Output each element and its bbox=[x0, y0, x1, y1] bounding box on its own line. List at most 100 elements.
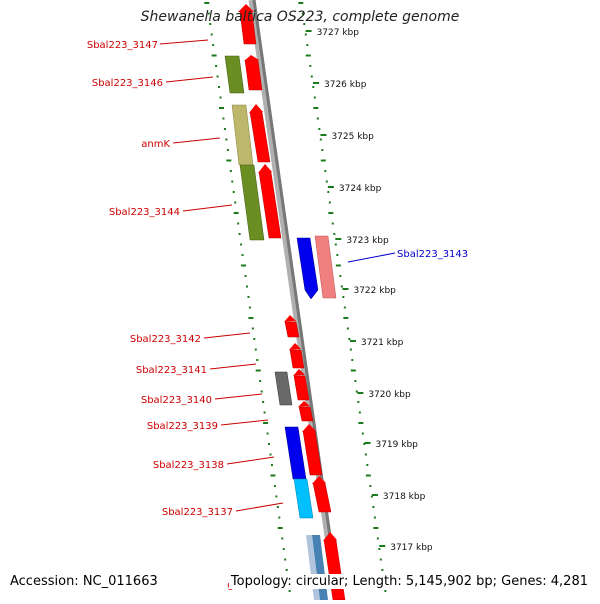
gene-label[interactable]: Sbal223_3137 bbox=[162, 507, 233, 518]
leader-line bbox=[165, 76, 214, 83]
leader-line bbox=[203, 332, 251, 339]
ruler-tick-inner bbox=[259, 380, 262, 382]
scale-major-tick bbox=[327, 186, 334, 188]
scale-major-tick bbox=[379, 545, 386, 547]
scale-label: 3717 kbp bbox=[390, 543, 433, 553]
ruler-tick-inner bbox=[222, 117, 225, 120]
scale-major-tick bbox=[305, 30, 312, 32]
ruler-tick-inner bbox=[263, 422, 269, 424]
gene-arrow-3142[interactable] bbox=[284, 315, 300, 338]
ruler-tick-inner bbox=[260, 390, 263, 393]
ruler-tick-outer bbox=[365, 474, 371, 477]
ruler-tick-inner bbox=[284, 558, 287, 561]
gene-label[interactable]: Sbal223_3142 bbox=[130, 334, 201, 345]
leader-line bbox=[214, 393, 263, 400]
ruler-tick-outer bbox=[334, 243, 337, 246]
ruler-tick-outer bbox=[316, 117, 319, 120]
gene-arrow-3143-blue[interactable] bbox=[296, 237, 319, 300]
gene-label[interactable]: Sbal223_3144 bbox=[109, 207, 180, 218]
gene-arrow-3140[interactable] bbox=[293, 369, 310, 401]
gene-bar-anmK-khaki[interactable] bbox=[231, 104, 254, 166]
ruler-tick-outer bbox=[357, 401, 360, 403]
gene-arrow-anmK[interactable] bbox=[249, 104, 271, 163]
gene-features bbox=[224, 4, 346, 601]
ruler-tick-outer bbox=[350, 369, 356, 372]
gene-bar-3144-olive[interactable] bbox=[239, 164, 265, 241]
label-leader-lines bbox=[159, 39, 396, 585]
ruler-tick-outer bbox=[349, 348, 352, 351]
ruler-tick-inner bbox=[253, 338, 256, 340]
ruler-tick-inner bbox=[285, 569, 288, 571]
ruler-tick-inner bbox=[233, 212, 239, 214]
gene-label[interactable]: Sbal223_3141 bbox=[136, 365, 207, 376]
gene-arrow-3144[interactable] bbox=[258, 164, 282, 239]
ruler-tick-inner bbox=[225, 138, 228, 141]
gene-arrow-3146[interactable] bbox=[244, 55, 263, 91]
gene-arrow-3139[interactable] bbox=[298, 401, 314, 422]
gene-arrow-3137[interactable] bbox=[312, 476, 332, 513]
ruler-tick-inner bbox=[223, 128, 226, 130]
leader-line bbox=[235, 502, 284, 512]
ruler-tick-inner bbox=[282, 548, 285, 550]
ruler-tick-inner bbox=[237, 222, 240, 225]
ruler-tick-outer bbox=[309, 65, 312, 67]
gene-arrow-3141[interactable] bbox=[289, 343, 305, 369]
ruler-tick-inner bbox=[219, 96, 222, 99]
ruler-tick-outer bbox=[343, 306, 346, 309]
ruler-tick-inner bbox=[281, 537, 284, 540]
ruler-tick-outer bbox=[343, 317, 349, 319]
ruler-tick-inner bbox=[268, 443, 271, 445]
gene-bar-3143-pink[interactable] bbox=[314, 235, 337, 299]
ruler-tick-inner bbox=[231, 180, 234, 183]
ruler-tick-outer bbox=[372, 506, 375, 508]
ruler-tick-inner bbox=[241, 254, 244, 256]
ruler-tick-outer bbox=[355, 390, 358, 393]
ruler-tick-inner bbox=[244, 275, 247, 277]
gene-bar-3140-gray[interactable] bbox=[274, 371, 293, 406]
gene-label[interactable]: Sbal223_3143 bbox=[397, 249, 468, 260]
ruler-tick-inner bbox=[218, 86, 221, 88]
scale-label: 3727 kbp bbox=[317, 28, 360, 38]
ruler-tick-inner bbox=[251, 327, 254, 330]
ruler-tick-inner bbox=[207, 12, 210, 15]
scale-label: 3725 kbp bbox=[331, 132, 374, 142]
gene-bar-3138-blue[interactable] bbox=[284, 426, 307, 480]
ruler-tick-outer bbox=[366, 464, 369, 466]
gene-arrow-3147[interactable] bbox=[238, 4, 257, 45]
scale-label: 3723 kbp bbox=[346, 236, 389, 246]
ruler-tick-outer bbox=[354, 380, 357, 382]
ruler-tick-inner bbox=[275, 495, 278, 498]
ruler-tick-inner bbox=[288, 590, 291, 592]
ruler-tick-outer bbox=[305, 54, 311, 57]
scale-major-tick bbox=[371, 494, 378, 496]
ruler-tick-outer bbox=[327, 191, 330, 193]
gene-label[interactable]: Sbal223_3147 bbox=[87, 40, 158, 51]
gene-arrow-3138[interactable] bbox=[302, 424, 323, 476]
ruler-tick-outer bbox=[378, 548, 381, 550]
ruler-tick-outer bbox=[303, 23, 306, 25]
leader-line bbox=[172, 137, 221, 144]
gene-label[interactable]: Sbal223_3146 bbox=[92, 78, 163, 89]
scale-major-tick bbox=[313, 82, 320, 84]
ruler-tick-inner bbox=[270, 464, 273, 466]
ruler-tick-outer bbox=[370, 495, 373, 498]
ruler-tick-outer bbox=[351, 359, 354, 361]
gene-label[interactable]: Sbal223_3139 bbox=[147, 421, 218, 432]
ruler-tick-inner bbox=[218, 107, 224, 109]
ruler-tick-outer bbox=[340, 285, 343, 288]
ruler-tick-inner bbox=[210, 33, 213, 36]
scale-label: 3726 kbp bbox=[324, 80, 367, 90]
ruler-tick-outer bbox=[361, 432, 364, 435]
scale-major-tick bbox=[357, 392, 364, 394]
gene-label[interactable]: Sbal223_3140 bbox=[141, 395, 212, 406]
leader-line bbox=[182, 204, 233, 212]
gene-label[interactable]: Sbal223_3138 bbox=[153, 460, 224, 471]
gene-bar-3137-cyan[interactable] bbox=[293, 478, 314, 519]
gene-bar-3146-olive[interactable] bbox=[224, 55, 245, 94]
ruler-tick-outer bbox=[331, 222, 334, 225]
ruler-tick-outer bbox=[328, 201, 331, 204]
ruler-tick-outer bbox=[313, 107, 319, 109]
gene-label[interactable]: anmK bbox=[141, 139, 170, 150]
ruler-tick-outer bbox=[318, 128, 321, 130]
scale-label: 3720 kbp bbox=[368, 390, 411, 400]
